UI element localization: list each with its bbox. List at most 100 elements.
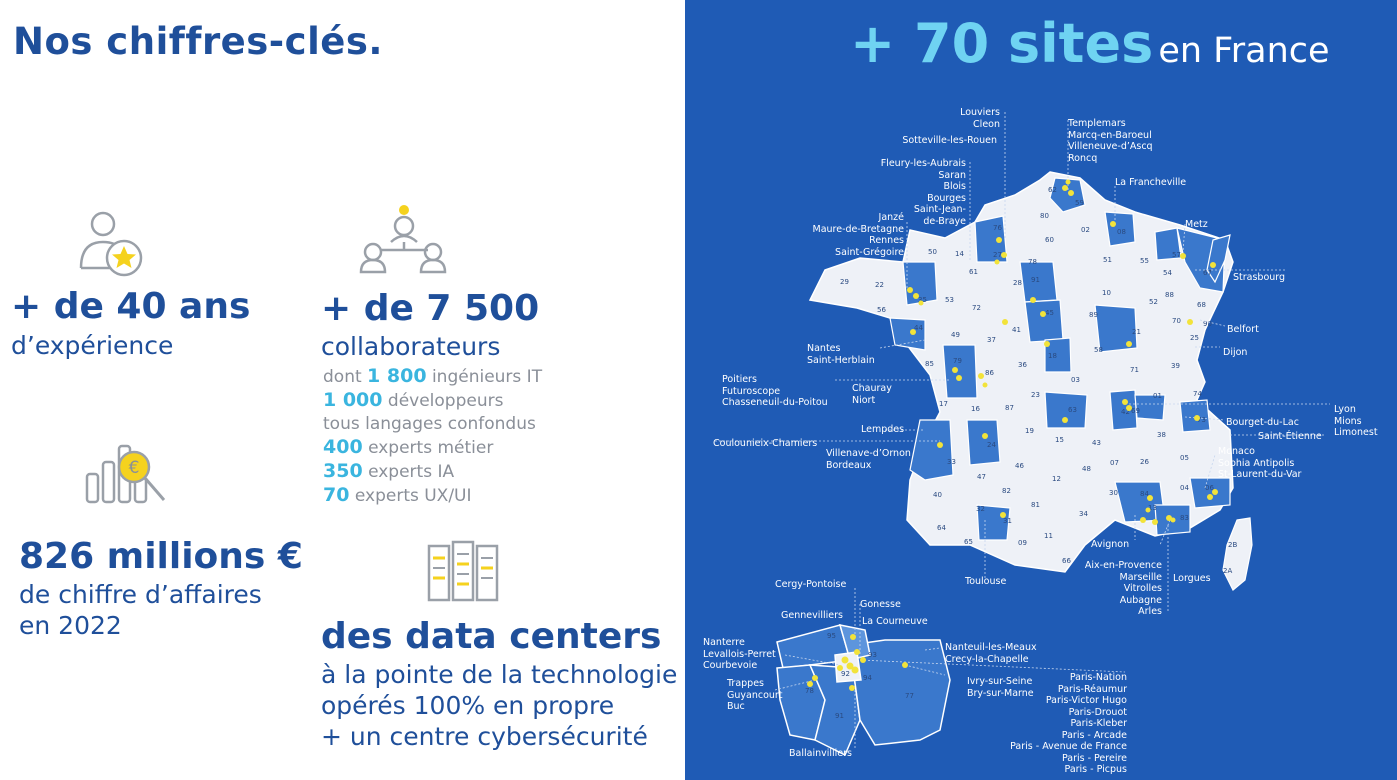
city-name: Saint-Étienne (1258, 431, 1322, 442)
site-markers (807, 179, 1218, 691)
label-nanteuil: Nanteuil-les-Meaux Crecy-la-Chapelle (945, 642, 1037, 665)
city-name: Bourget-du-Lac (1226, 417, 1299, 428)
label-ivry: Ivry-sur-Seine Bry-sur-Marne (967, 676, 1034, 699)
label-lempdes: Lempdes (861, 424, 904, 436)
city-name: La Francheville (1115, 177, 1187, 188)
department-number: 44 (914, 324, 923, 332)
city-name: Marseille (1119, 571, 1162, 583)
city-name: Nantes (807, 343, 841, 354)
department-number: 46 (1015, 462, 1024, 470)
department-number: 21 (1132, 328, 1141, 336)
department-number: 09 (1018, 539, 1027, 547)
city-name: Blois (943, 181, 966, 192)
svg-text:€: € (129, 458, 140, 478)
department-number: 57 (1172, 251, 1181, 259)
city-name: Gennevilliers (781, 610, 843, 621)
department-number: 17 (939, 400, 948, 408)
department-number: 01 (1153, 392, 1162, 400)
label-avignon: Avignon (1091, 539, 1129, 551)
city-name: Bordeaux (826, 459, 872, 471)
department-number: 83 (1180, 514, 1189, 522)
department-number: 27 (993, 251, 1002, 259)
city-name: Paris-Réaumur (1057, 683, 1127, 695)
city-name: Fleury-les-Aubrais (880, 158, 966, 169)
department-number: 2B (1228, 541, 1237, 549)
department-number: 63 (1068, 406, 1077, 414)
department-number: 66 (1062, 557, 1071, 565)
city-name: Bry-sur-Marne (967, 687, 1034, 699)
employees-details: dont 1 800 ingénieurs IT 1 000 développeu… (323, 365, 542, 508)
department-numbers: 62 59 80 76 27 60 02 08 57 67 55 51 54 88 68 14 61 50 29 22… (805, 186, 1237, 720)
department-number: 50 (928, 248, 937, 256)
department-number: 26 (1140, 458, 1149, 466)
detail-number: 70 (323, 484, 350, 506)
department-number: 78 (1028, 258, 1037, 266)
label-la-francheville: La Francheville (1115, 177, 1186, 189)
label-janze: Janzé Maure-de-Bretagne Rennes Saint-Grégoi… (813, 212, 904, 258)
label-bourget-du-lac: Bourget-du-Lac (1226, 417, 1299, 429)
city-name: Crecy-la-Chapelle (945, 653, 1029, 665)
department-number: 45 (1045, 309, 1054, 317)
label-sotteville: Sotteville-les-Rouen (902, 135, 997, 147)
city-name: Paris - Pereire (1061, 752, 1127, 764)
revenue-caption-2: en 2022 (19, 611, 122, 640)
department-number: 70 (1172, 317, 1181, 325)
department-number: 58 (1094, 346, 1103, 354)
server-rack-icon (427, 540, 499, 602)
datacenters-value: des data centers (321, 616, 662, 657)
revenue-caption-1: de chiffre d’affaires (19, 580, 262, 609)
label-coulounieix: Coulounieix-Chamiers (713, 438, 817, 450)
department-number: 13 (1148, 504, 1157, 512)
city-name: Toulouse (965, 576, 1007, 587)
city-name: Levallois-Perret (703, 648, 776, 660)
department-number: 91 (835, 712, 844, 720)
department-number: 91 (1031, 276, 1040, 284)
city-name: Marcq-en-Baroeul (1068, 129, 1152, 141)
detail-text: experts métier (362, 438, 494, 458)
key-figures-panel: Nos chiffres-clés. + de 40 ans d’expérie… (0, 0, 685, 780)
label-louviers: Louviers Cleon (960, 107, 1000, 130)
department-number: 51 (1103, 256, 1112, 264)
department-number: 89 (1089, 311, 1098, 319)
label-templemars: Templemars Marcq-en-Baroeul Villeneuve-d’A… (1068, 118, 1153, 164)
department-number: 33 (947, 458, 956, 466)
city-name: Coulounieix-Chamiers (713, 438, 818, 449)
city-name: Bourges (927, 192, 966, 204)
department-number: 72 (972, 304, 981, 312)
department-number: 24 (987, 441, 996, 449)
city-name: Paris-Drouot (1068, 706, 1127, 718)
department-number: 22 (875, 281, 884, 289)
department-number: 43 (1092, 439, 1101, 447)
department-number: 81 (1031, 501, 1040, 509)
department-number: 06 (1205, 484, 1214, 492)
city-name: Belfort (1227, 324, 1259, 335)
department-number: 37 (987, 336, 996, 344)
user-star-icon (79, 211, 143, 277)
department-number: 82 (1002, 487, 1011, 495)
city-name: Arles (1138, 606, 1162, 617)
employee-detail-line: 70 experts UX/UI (323, 484, 542, 508)
department-number: 59 (1075, 199, 1084, 207)
map-title-strong: + 70 sites (850, 12, 1154, 75)
department-number: 73 (1197, 416, 1206, 424)
label-cergy: Cergy-Pontoise (775, 579, 846, 591)
site-regions (889, 177, 1231, 541)
department-number: 55 (1140, 257, 1149, 265)
label-trappes: Trappes Guyancourt Buc (727, 678, 783, 713)
label-nantes: Nantes Saint-Herblain (807, 343, 875, 366)
department-number: 39 (1171, 362, 1180, 370)
city-name: Monaco (1218, 446, 1255, 457)
label-belfort: Belfort (1227, 324, 1259, 336)
city-name: Ballainvilliers (789, 748, 852, 759)
department-number: 14 (955, 250, 964, 258)
department-number: 18 (1048, 352, 1057, 360)
city-name: Lyon (1334, 404, 1356, 415)
city-name: Avignon (1091, 539, 1130, 550)
department-number: 60 (1045, 236, 1054, 244)
city-name: de-Braye (923, 215, 966, 227)
department-number: 93 (868, 651, 877, 659)
employees-value: + de 7 500 (321, 288, 540, 329)
label-saint-etienne: Saint-Étienne (1258, 431, 1322, 443)
department-number: 80 (1040, 212, 1049, 220)
label-fleury: Fleury-les-Aubrais Saran Blois Bourges Saint… (881, 158, 966, 227)
